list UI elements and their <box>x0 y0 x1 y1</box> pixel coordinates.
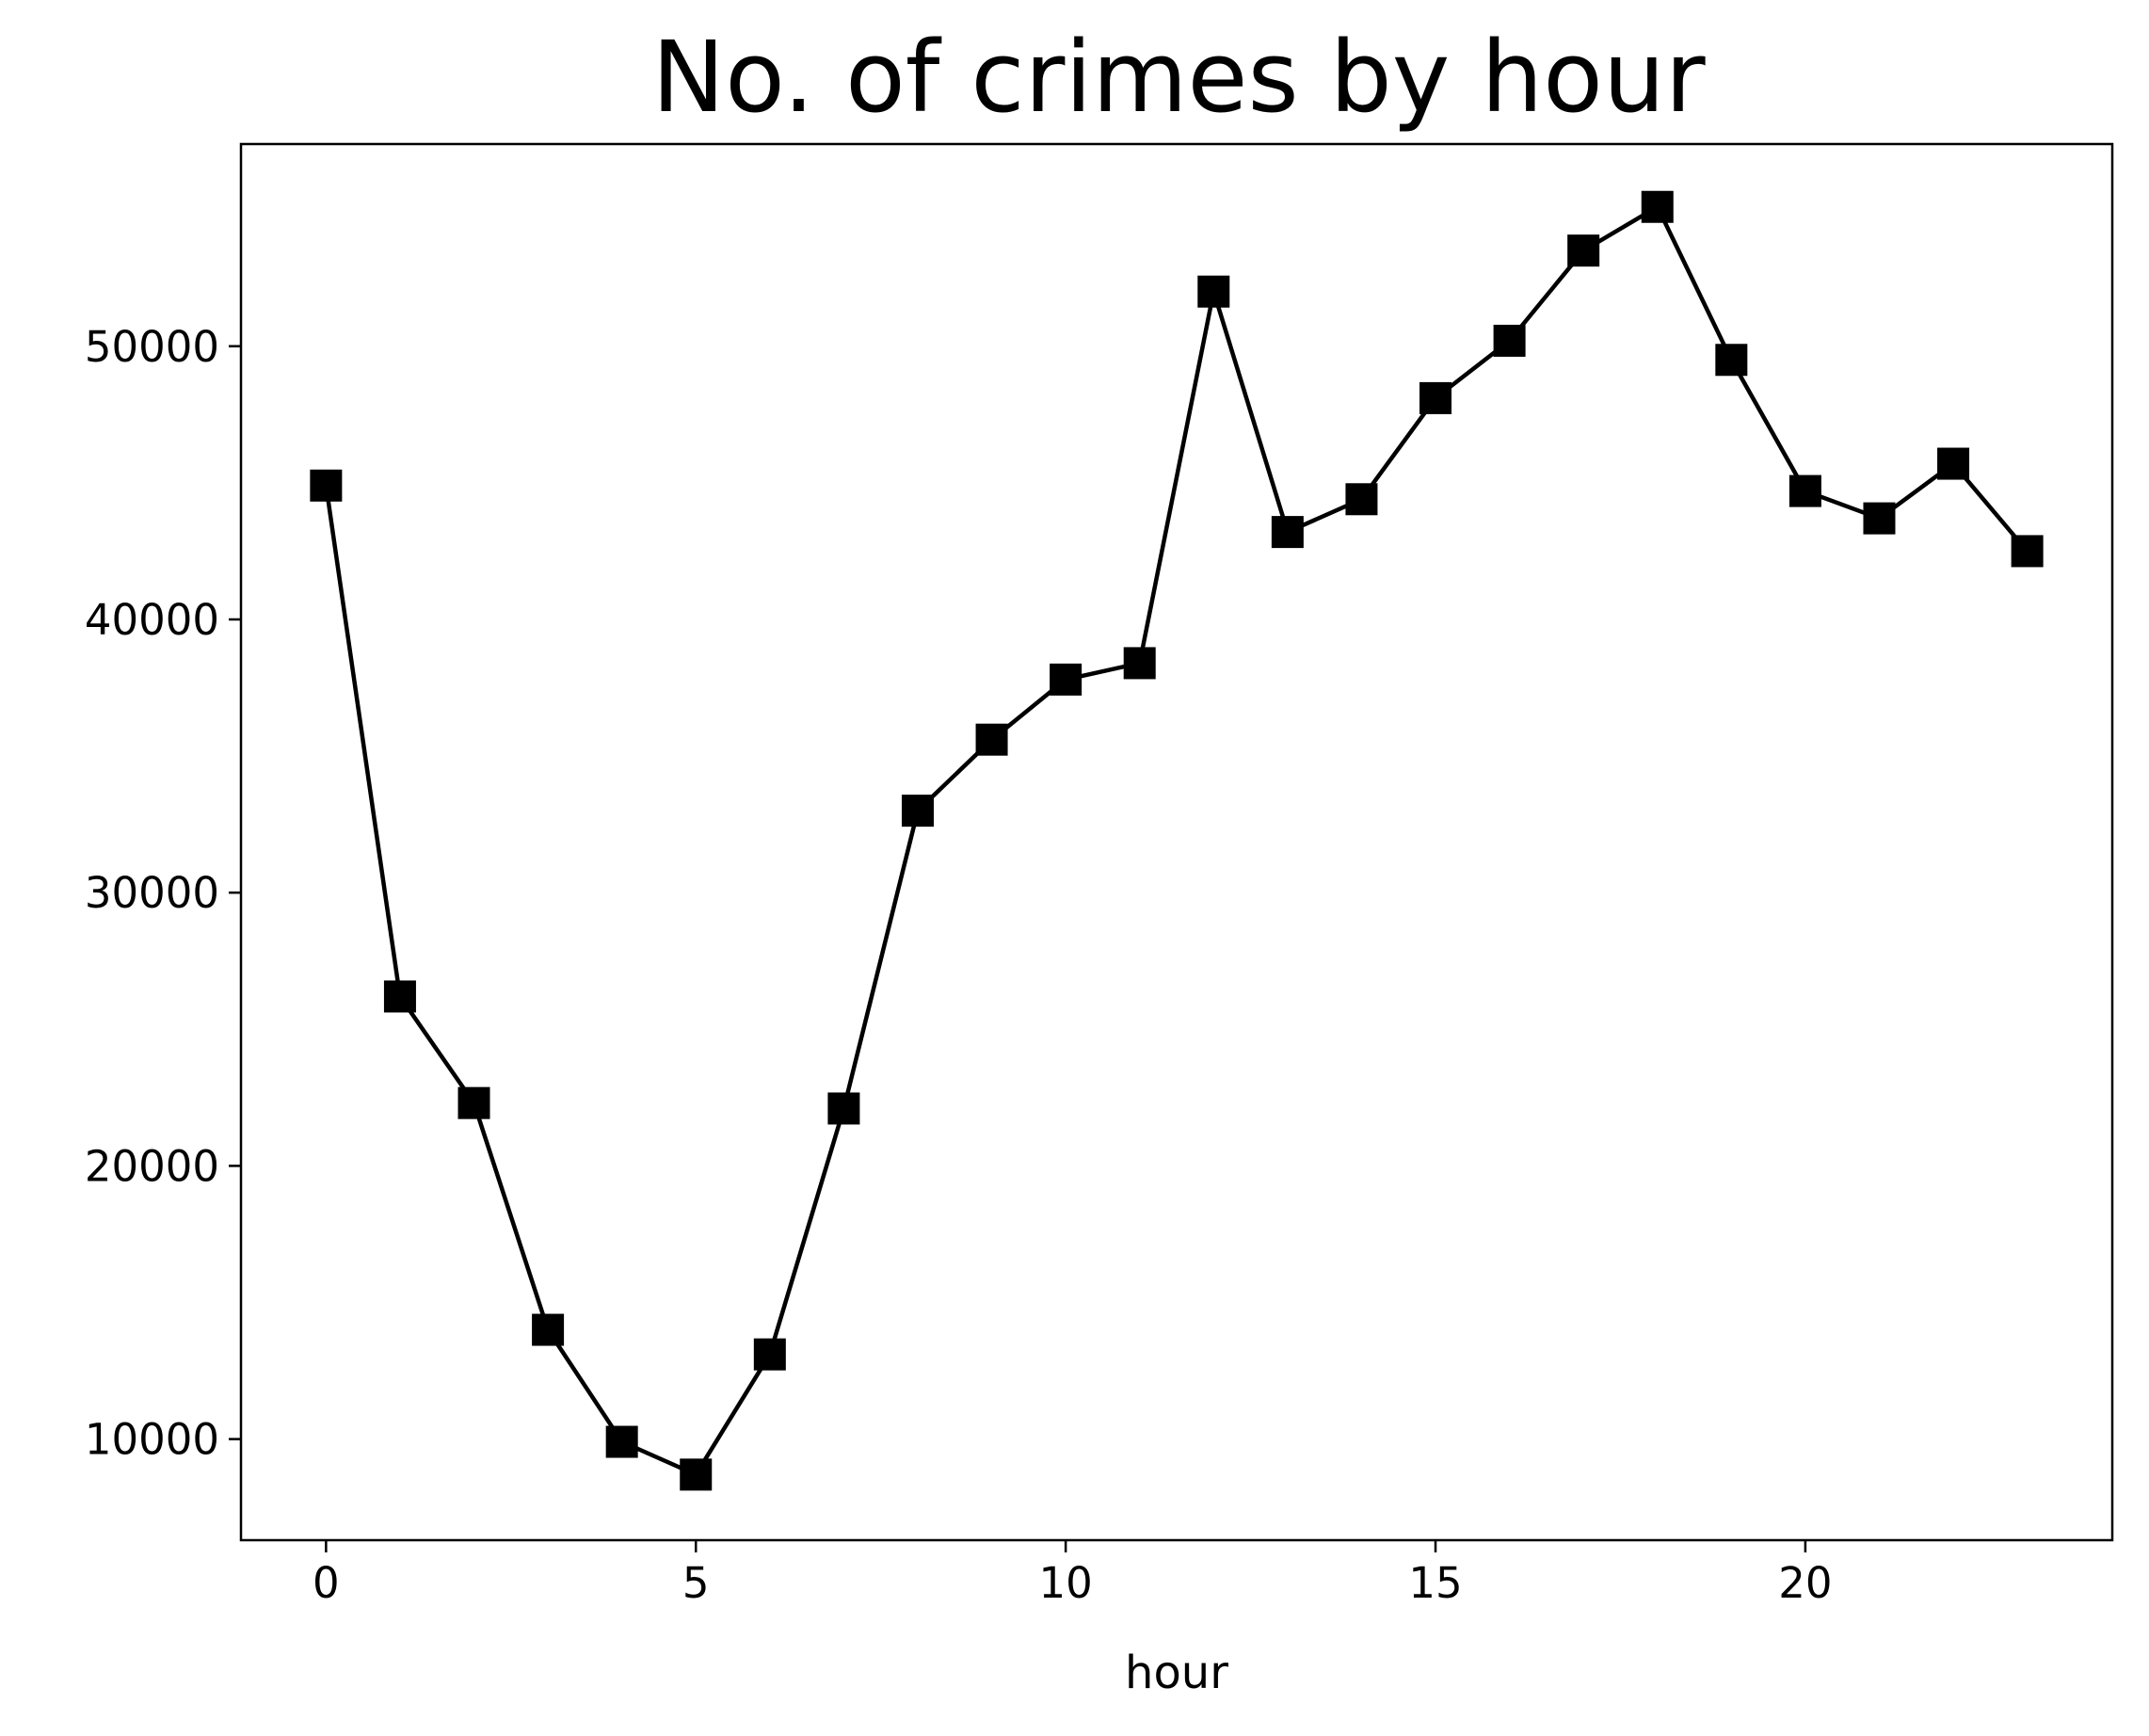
data-point-marker <box>1641 190 1674 223</box>
x-tick-label: 20 <box>1778 1558 1832 1608</box>
data-point-marker <box>680 1458 713 1491</box>
y-tick-label: 30000 <box>85 868 219 918</box>
y-tick-label: 10000 <box>85 1415 219 1465</box>
y-tick-label: 40000 <box>85 595 219 645</box>
data-point-marker <box>1715 344 1748 377</box>
data-point-marker <box>1345 483 1378 516</box>
data-point-marker <box>1419 381 1452 414</box>
data-point-marker <box>1050 663 1083 696</box>
axis-ticks: 0 5 10 15 20 10000 20000 30000 40000 50000 <box>85 322 1833 1608</box>
data-point-marker <box>310 469 343 502</box>
data-point-marker <box>1197 275 1230 308</box>
data-point-marker <box>975 723 1008 756</box>
data-point-marker <box>1123 647 1156 680</box>
x-tick-label: 15 <box>1408 1558 1462 1608</box>
data-point-marker <box>1493 324 1526 357</box>
data-point-marker <box>1567 234 1600 267</box>
data-point-marker <box>1863 502 1896 535</box>
data-point-marker <box>1788 474 1821 507</box>
data-point-marker <box>383 980 416 1013</box>
data-point-layer <box>310 190 2044 1491</box>
data-point-marker <box>457 1086 490 1119</box>
data-point-marker <box>2011 535 2044 568</box>
data-point-marker <box>605 1425 638 1458</box>
data-point-marker <box>753 1338 786 1371</box>
x-tick-label: 10 <box>1039 1558 1093 1608</box>
x-axis-label: hour <box>1125 1647 1228 1699</box>
x-tick-label: 0 <box>313 1558 340 1608</box>
series-line-layer <box>324 203 2029 1478</box>
data-point-marker <box>827 1092 860 1125</box>
data-point-marker <box>532 1313 565 1346</box>
plot-area-frame <box>239 142 2114 1542</box>
y-tick-label: 20000 <box>85 1141 219 1191</box>
data-point-marker <box>1937 447 1970 480</box>
x-tick-label: 5 <box>682 1558 710 1608</box>
series-line <box>324 203 2029 1478</box>
y-tick-label: 50000 <box>85 322 219 372</box>
data-point-marker <box>1271 516 1304 549</box>
chart-title: No. of crimes by hour <box>651 20 1705 135</box>
data-point-marker <box>901 795 934 828</box>
